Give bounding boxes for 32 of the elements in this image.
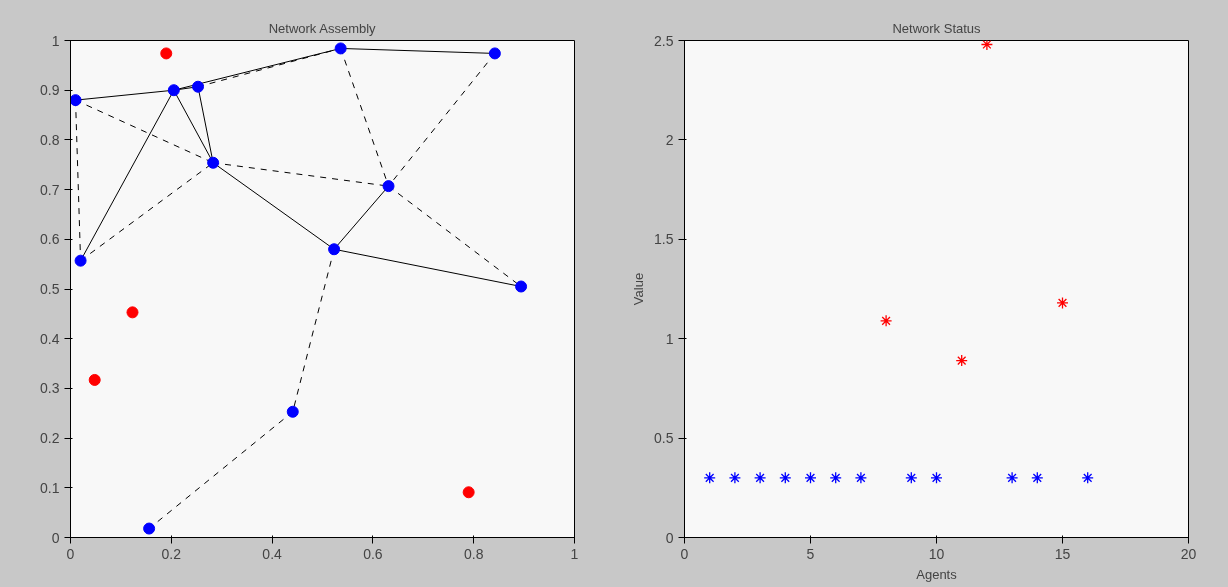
y-tick-label: 0 — [51, 529, 60, 546]
y-tick-label: 0.9 — [40, 82, 60, 99]
chart-title: Network Assembly — [268, 20, 377, 36]
y-axis-title: Value — [631, 272, 647, 306]
y-tick-label: 0.4 — [40, 330, 60, 347]
y-tick-label: 0.1 — [40, 479, 60, 496]
y-tick-label: 2.5 — [654, 32, 674, 49]
y-tick-label: 0.8 — [40, 131, 60, 148]
y-tick-label: 2 — [665, 131, 674, 148]
x-tick-label: 1 — [570, 545, 579, 562]
x-tick-label: 0.2 — [161, 545, 182, 562]
x-tick-label: 10 — [928, 545, 945, 562]
x-tick-label: 15 — [1054, 545, 1071, 562]
y-tick-label: 1 — [51, 32, 60, 49]
x-axis-title: Agents — [916, 566, 958, 582]
y-tick-label: 0.2 — [40, 430, 60, 447]
x-tick-label: 0.4 — [262, 545, 283, 562]
x-tick-label: 5 — [806, 545, 815, 562]
y-tick-label: 0.5 — [654, 430, 674, 447]
y-tick-label: 1.5 — [654, 231, 674, 248]
y-tick-label: 0.7 — [40, 181, 60, 198]
y-tick-label: 0.5 — [40, 281, 60, 297]
y-tick-label: 0.3 — [40, 380, 60, 397]
x-tick-label: 0.6 — [363, 545, 383, 562]
x-tick-label: 0 — [680, 545, 689, 562]
x-tick-label: 0 — [66, 545, 75, 562]
y-tick-label: 0 — [665, 529, 674, 546]
y-tick-label: 1 — [665, 330, 674, 347]
chart-title: Network Status — [892, 20, 982, 36]
x-tick-label: 20 — [1180, 545, 1197, 562]
y-tick-label: 0.6 — [40, 231, 60, 248]
x-tick-label: 0.8 — [463, 545, 484, 562]
